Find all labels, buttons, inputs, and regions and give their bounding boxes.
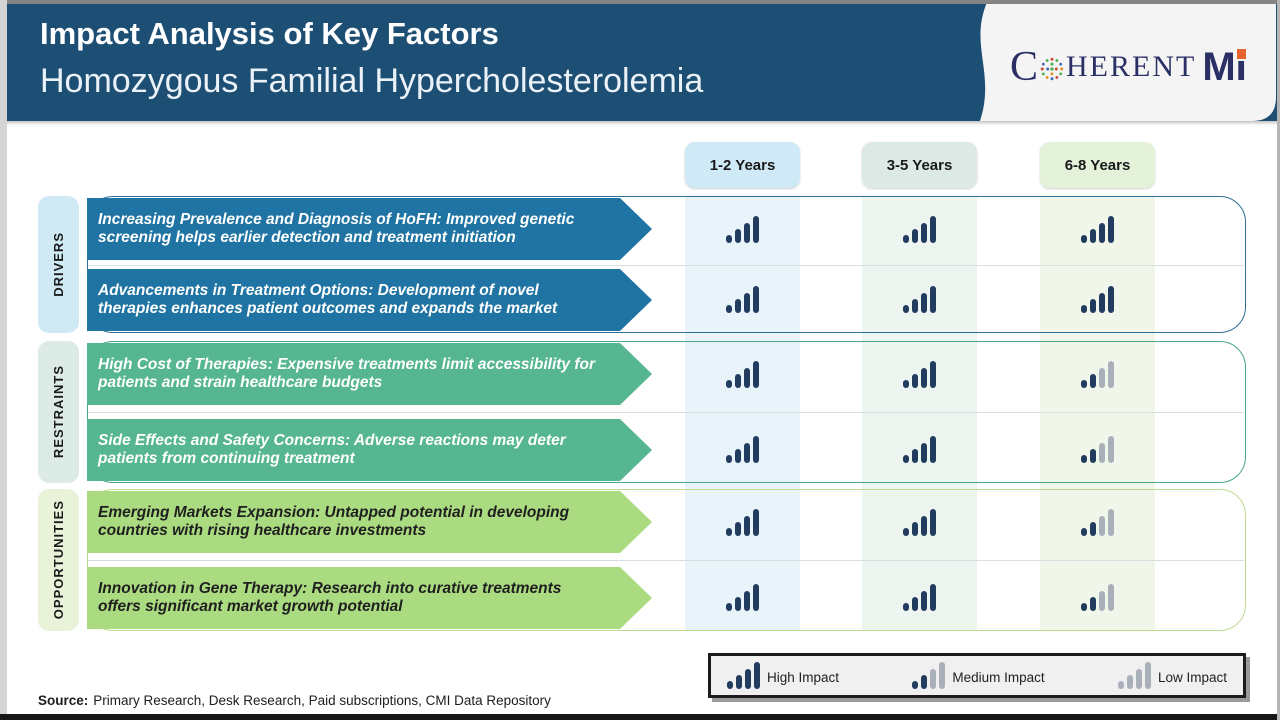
impact-bars-icon [903, 361, 936, 388]
source-label: Source: [38, 693, 89, 708]
high-impact-icon [727, 662, 760, 689]
column-header-1-2-years: 1-2 Years [685, 142, 800, 188]
column-header-6-8-years: 6-8 Years [1040, 142, 1155, 188]
factor-text: Innovation in Gene Therapy: Research int… [98, 580, 562, 615]
column-stripe [1040, 196, 1155, 631]
impact-legend: High Impact Medium Impact Low Impact [708, 653, 1246, 698]
impact-bars-icon [1081, 216, 1114, 243]
column-stripe [685, 196, 800, 631]
impact-bars-icon [1081, 509, 1114, 536]
source-line: Source: Primary Research, Desk Research,… [38, 693, 551, 708]
impact-cell [1040, 584, 1155, 611]
group-opportunities: OPPORTUNITIES Emerging Markets Expansion… [0, 489, 1280, 631]
legend-item-low: Low Impact [1117, 662, 1227, 689]
impact-bars-icon [726, 509, 759, 536]
impact-bars-icon [1081, 361, 1114, 388]
coherentmi-logo: C HERENT M I [1010, 46, 1247, 88]
row-divider [88, 412, 1244, 413]
page-border-bottom [0, 714, 1280, 720]
impact-cell [685, 509, 800, 536]
impact-cell [1040, 436, 1155, 463]
impact-cell [1040, 361, 1155, 388]
low-impact-icon [1117, 662, 1151, 689]
group-label-opportunities: OPPORTUNITIES [38, 489, 79, 631]
factor-arrow: High Cost of Therapies: Expensive treatm… [87, 343, 652, 405]
group-outline [87, 341, 1246, 483]
impact-cell [685, 436, 800, 463]
impact-bars-icon [726, 216, 759, 243]
impact-cell [862, 436, 977, 463]
impact-bars-icon [726, 361, 759, 388]
group-restraints: RESTRAINTS High Cost of Therapies: Expen… [0, 341, 1280, 483]
page-subtitle: Homozygous Familial Hypercholesterolemia [40, 62, 704, 100]
impact-cell [685, 286, 800, 313]
logo-panel-shape [980, 0, 1276, 121]
page-title: Impact Analysis of Key Factors [40, 16, 499, 51]
row-divider [88, 264, 1244, 266]
impact-bars-icon [1081, 584, 1114, 611]
group-label-restraints: RESTRAINTS [38, 341, 79, 483]
header-banner: Impact Analysis of Key Factors Homozygou… [0, 0, 1280, 121]
source-text: Primary Research, Desk Research, Paid su… [93, 693, 551, 708]
group-label-text: OPPORTUNITIES [51, 500, 66, 620]
column-header-3-5-years: 3-5 Years [862, 142, 977, 188]
factor-arrow: Side Effects and Safety Concerns: Advers… [87, 419, 652, 481]
medium-impact-icon [912, 662, 946, 689]
factor-text: Increasing Prevalence and Diagnosis of H… [98, 211, 575, 246]
impact-cell [685, 584, 800, 611]
logo-globe-icon [1040, 57, 1064, 81]
group-outline [87, 196, 1246, 333]
logo-mi-mark: M I [1202, 47, 1246, 87]
impact-cell [862, 286, 977, 313]
impact-bars-icon [903, 584, 936, 611]
legend-item-medium: Medium Impact [912, 662, 1045, 689]
factor-text: Side Effects and Safety Concerns: Advers… [98, 432, 566, 467]
logo-letters-herent: HERENT [1066, 50, 1197, 83]
factor-text: Emerging Markets Expansion: Untapped pot… [98, 504, 570, 539]
impact-cell [862, 584, 977, 611]
factor-text: High Cost of Therapies: Expensive treatm… [98, 356, 595, 391]
impact-cell [862, 509, 977, 536]
legend-label: Medium Impact [952, 670, 1045, 685]
group-drivers: DRIVERS Increasing Prevalence and Diagno… [0, 196, 1280, 333]
factor-arrow: Emerging Markets Expansion: Untapped pot… [87, 491, 652, 553]
impact-cell [1040, 509, 1155, 536]
impact-bars-icon [1081, 286, 1114, 313]
group-label-text: DRIVERS [51, 232, 66, 297]
impact-cell [1040, 286, 1155, 313]
row-divider [88, 560, 1244, 561]
factor-arrow: Advancements in Treatment Options: Devel… [87, 269, 652, 331]
impact-cell [1040, 216, 1155, 243]
logo-letter-i: I [1235, 45, 1247, 89]
impact-bars-icon [903, 509, 936, 536]
impact-bars-icon [903, 286, 936, 313]
factor-arrow: Increasing Prevalence and Diagnosis of H… [87, 198, 652, 260]
legend-label: Low Impact [1157, 670, 1227, 685]
column-stripe [862, 196, 977, 631]
page-border-top [0, 0, 1280, 4]
impact-bars-icon [726, 436, 759, 463]
logo-letter-c: C [1010, 44, 1039, 90]
factor-text: Advancements in Treatment Options: Devel… [98, 282, 558, 317]
impact-bars-icon [726, 584, 759, 611]
group-label-drivers: DRIVERS [38, 196, 79, 333]
impact-cell [862, 216, 977, 243]
legend-label: High Impact [767, 670, 840, 685]
page-border-left [0, 0, 7, 720]
impact-cell [685, 216, 800, 243]
page-border-right [1277, 0, 1280, 720]
impact-bars-icon [903, 436, 936, 463]
impact-cell [685, 361, 800, 388]
group-outline [87, 489, 1246, 631]
factor-arrow: Innovation in Gene Therapy: Research int… [87, 567, 652, 629]
impact-bars-icon [1081, 436, 1114, 463]
legend-item-high: High Impact [727, 662, 839, 689]
group-label-text: RESTRAINTS [51, 365, 66, 459]
impact-bars-icon [903, 216, 936, 243]
logo-letter-m: M [1202, 45, 1236, 89]
impact-cell [862, 361, 977, 388]
impact-bars-icon [726, 286, 759, 313]
